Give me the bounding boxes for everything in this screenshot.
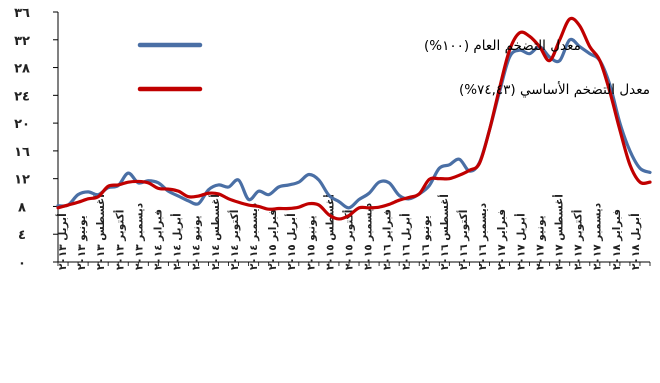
x-tick-label: فبراير ٢٠١٨ bbox=[611, 209, 623, 270]
y-tick-label: ١٦ bbox=[14, 145, 30, 160]
x-tick-label: أبريل ٢٠١٧ bbox=[513, 213, 527, 270]
x-tick-label: أبريل ٢٠١٦ bbox=[399, 213, 413, 270]
y-tick-label: ٨ bbox=[18, 200, 26, 215]
x-tick-label: فبراير ٢٠١٤ bbox=[152, 209, 164, 270]
x-tick-label: أغسطس ٢٠١٦ bbox=[437, 194, 451, 270]
x-tick-label: ديسمبر ٢٠١٦ bbox=[477, 202, 489, 270]
x-tick-label: يونيو ٢٠١٥ bbox=[305, 215, 317, 270]
x-tick-label: فبراير ٢٠١٥ bbox=[267, 209, 279, 270]
x-tick-label: يونيو ٢٠١٣ bbox=[76, 215, 88, 270]
x-tick-label: فبراير ٢٠١٦ bbox=[382, 209, 394, 270]
x-tick-label: أبريل ٢٠١٤ bbox=[170, 213, 184, 270]
x-tick-label: أكتوبر ٢٠١٣ bbox=[112, 210, 126, 270]
x-tick-label: ديسمبر ٢٠١٤ bbox=[248, 202, 260, 270]
x-tick-label: أغسطس ٢٠١٣ bbox=[93, 194, 107, 270]
y-tick-label: ٠ bbox=[18, 256, 26, 271]
y-tick-label: ٤ bbox=[18, 228, 26, 243]
legend: معدل التضخم العام (١٠٠%) معدل التضخم الأ… bbox=[137, 38, 650, 98]
series-layer bbox=[56, 16, 652, 221]
y-tick-label: ٢٨ bbox=[14, 62, 30, 77]
x-tick-label: يونيو ٢٠١٦ bbox=[420, 215, 432, 270]
axes: ٠ ٤ ٨ ١٢ ١٦ ٢٠ ٢٤ ٢٨ ٣٢ ٣٦ أبريل ٢٠١٣ يونيو ٢٠١٣ أغس… bbox=[14, 6, 651, 271]
x-tick-label: ديسمبر ٢٠١٣ bbox=[133, 202, 145, 270]
x-tick-label: يونيو ٢٠١٤ bbox=[191, 215, 203, 270]
x-tick-label: أغسطس ٢٠١٤ bbox=[208, 194, 222, 270]
y-tick-label: ٢٠ bbox=[14, 117, 30, 132]
x-tick-label: أبريل ٢٠١٥ bbox=[284, 213, 298, 270]
y-tick-label: ٣٦ bbox=[14, 6, 30, 21]
x-tick-label: ديسمبر ٢٠١٧ bbox=[592, 202, 604, 270]
x-tick-label: ديسمبر ٢٠١٥ bbox=[363, 202, 375, 270]
x-tick-label: أبريل ٢٠١٣ bbox=[55, 213, 69, 270]
y-tick-label: ١٢ bbox=[14, 173, 30, 188]
x-tick-label: أكتوبر ٢٠١٧ bbox=[571, 210, 585, 270]
x-tick-label: أكتوبر ٢٠١٤ bbox=[227, 210, 241, 270]
y-tick-label: ٣٢ bbox=[14, 34, 30, 49]
x-tick-label: أبريل ٢٠١٨ bbox=[628, 213, 642, 270]
x-tick-label: أكتوبر ٢٠١٥ bbox=[341, 210, 355, 270]
x-tick-label: يونيو ٢٠١٧ bbox=[534, 215, 546, 270]
legend-label-core: معدل التضخم الأساسي (٧٤,٤٣%) bbox=[459, 81, 650, 98]
x-tick-label: أغسطس ٢٠١٥ bbox=[322, 194, 336, 270]
x-tick-label: فبراير ٢٠١٧ bbox=[496, 209, 508, 270]
x-tick-label: أكتوبر ٢٠١٦ bbox=[456, 210, 470, 270]
y-tick-label: ٢٤ bbox=[14, 89, 30, 104]
legend-label-headline: معدل التضخم العام (١٠٠%) bbox=[424, 38, 581, 54]
x-tick-label: أغسطس ٢٠١٧ bbox=[552, 194, 566, 270]
series-line-core bbox=[56, 16, 652, 221]
